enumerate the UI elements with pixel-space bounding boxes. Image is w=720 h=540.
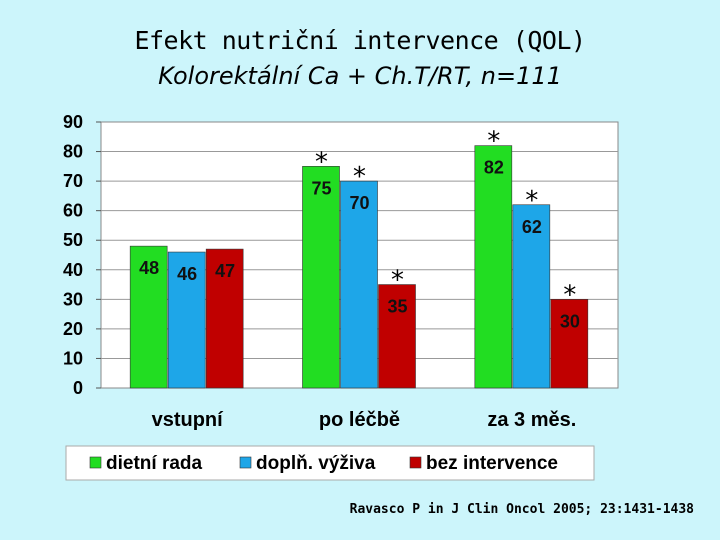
data-label: 47 [215,261,235,281]
y-tick-label: 50 [63,230,83,250]
data-label: 75 [311,178,331,198]
x-axis: vstupní po léčbě za 3 měs. [152,409,577,431]
y-tick-label: 80 [63,142,83,162]
legend-label: doplň. výživa [256,453,376,474]
bar [378,284,416,389]
y-tick-label: 90 [63,112,83,132]
legend: dietní rada doplň. výživa bez intervence [65,445,595,481]
legend-box [65,445,595,481]
bar [512,204,551,389]
data-label: 82 [484,158,504,178]
x-tick-label: za 3 měs. [487,409,576,431]
legend-swatch [89,456,102,469]
legend-swatch [409,456,422,469]
y-axis: 0 10 20 30 40 50 60 70 80 90 [63,112,101,398]
significance-marker: * [314,147,330,177]
significance-marker: * [390,266,406,296]
y-tick-label: 20 [63,319,83,339]
significance-marker: * [524,186,540,216]
data-label: 70 [349,193,369,213]
chart-title: Efekt nutriční intervence (QOL) [134,26,586,55]
y-tick-label: 70 [63,171,83,191]
data-label: 48 [139,258,159,278]
legend-label: dietní rada [106,453,203,474]
data-label: 46 [177,264,197,284]
chart-subtitle: Kolorektální Ca + Ch.T/RT, n=111 [158,62,562,90]
significance-marker: * [486,127,502,157]
y-tick-label: 0 [73,378,83,398]
bar [129,245,168,389]
bar [474,145,513,389]
y-tick-label: 40 [63,260,83,280]
bar [205,248,244,389]
citation: Ravasco P in J Clin Oncol 2005; 23:1431-… [349,502,694,517]
data-label: 30 [560,311,580,331]
bar [340,180,378,389]
bar [302,166,340,389]
bar [167,251,206,389]
significance-marker: * [352,162,368,192]
x-tick-label: vstupní [152,409,225,431]
bar [550,299,589,389]
data-label: 35 [387,297,407,317]
y-tick-label: 10 [63,348,83,368]
legend-label: bez intervence [426,453,558,474]
y-tick-label: 30 [63,289,83,309]
data-label: 62 [522,217,542,237]
x-tick-label: po léčbě [319,409,400,431]
y-tick-label: 60 [63,201,83,221]
significance-marker: * [562,280,578,310]
legend-swatch [239,456,252,469]
